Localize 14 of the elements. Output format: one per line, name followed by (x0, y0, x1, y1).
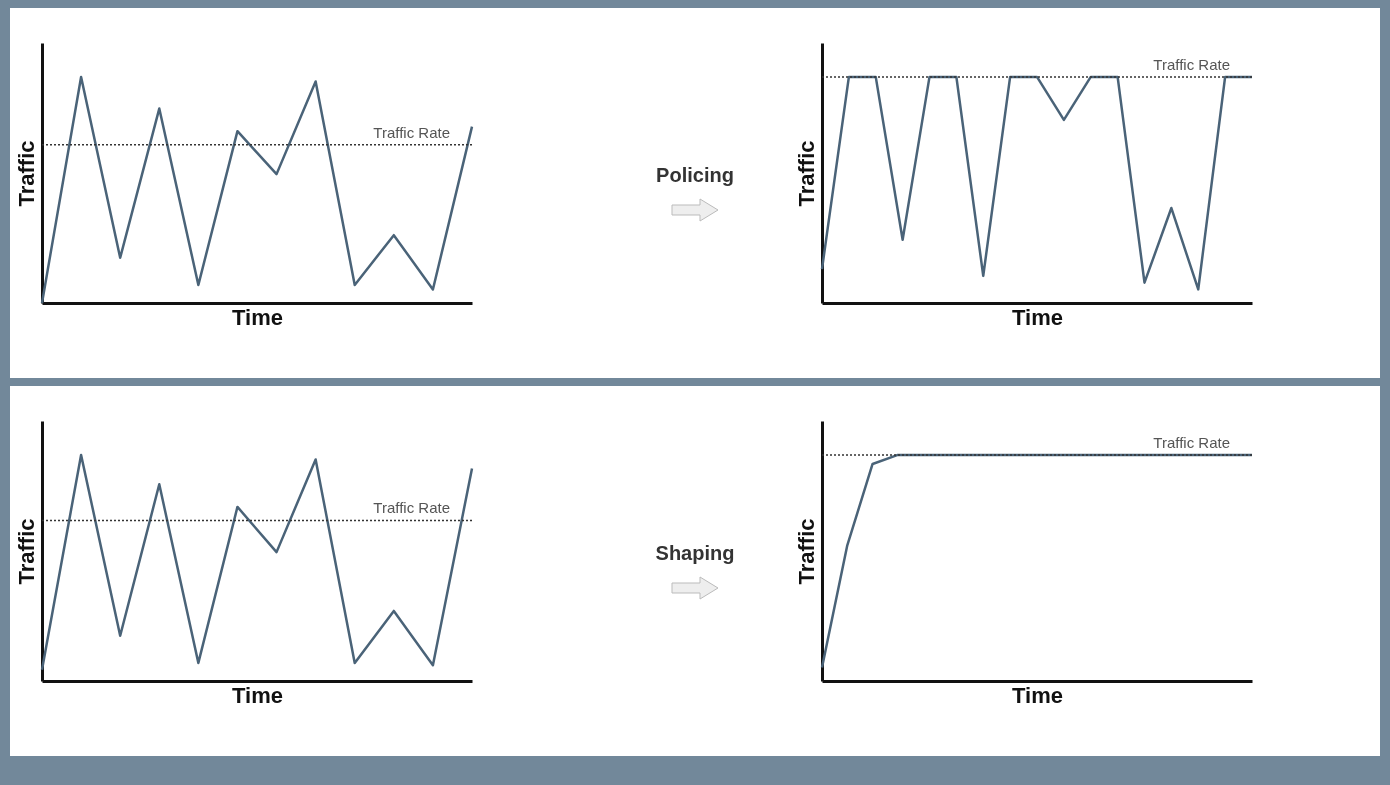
y-axis-title: Traffic (793, 517, 819, 585)
y-axis-title: Traffic (793, 139, 819, 207)
ref-line-label: Traffic Rate (1153, 433, 1230, 451)
text: Shaping (655, 541, 735, 565)
ref-line-label: Traffic Rate (373, 498, 450, 516)
ref-line-label: Traffic Rate (373, 123, 450, 141)
ref-line-label: Traffic Rate (1153, 55, 1230, 73)
y-axis-title: Traffic (13, 517, 39, 585)
x-axis-title: Time (232, 304, 283, 329)
x-axis-title: Time (1012, 304, 1063, 329)
text: Policing (656, 163, 734, 187)
y-axis-title: Traffic (13, 139, 39, 207)
x-axis-title: Time (232, 682, 283, 707)
x-axis-title: Time (1012, 682, 1063, 707)
